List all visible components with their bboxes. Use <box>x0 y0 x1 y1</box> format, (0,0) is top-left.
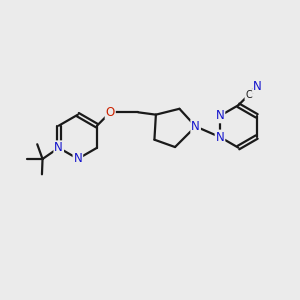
Text: N: N <box>253 80 262 93</box>
Text: C: C <box>245 90 252 100</box>
Text: N: N <box>216 130 224 143</box>
Text: O: O <box>106 106 115 119</box>
Text: N: N <box>191 120 200 133</box>
Text: N: N <box>54 141 63 154</box>
Text: N: N <box>74 152 82 165</box>
Text: N: N <box>216 109 224 122</box>
